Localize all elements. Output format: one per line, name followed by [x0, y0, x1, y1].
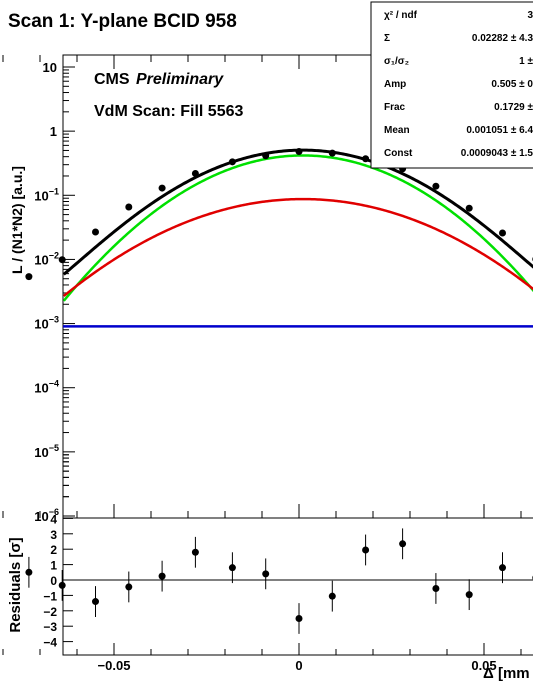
stats-box — [370, 1, 533, 169]
residual-data-point — [465, 591, 473, 599]
main-data-points — [25, 148, 533, 281]
residual-data-point — [362, 546, 370, 554]
main-y-tick-label: 10−2 — [34, 250, 59, 267]
stats-label: Mean — [384, 125, 410, 136]
stats-value: 1 ± — [519, 56, 533, 67]
main-y-tick-label: 10−5 — [34, 443, 59, 460]
stats-value: 3 — [527, 10, 533, 21]
fit-curves — [62, 148, 533, 328]
main-x-axis — [2, 55, 522, 518]
residual-x-tick-label: 0.05 — [471, 658, 496, 673]
stats-box-rows: χ² / ndf 3 Σ 0.02282 ± 4.3 σ₁/σ₂ 1 ± Amp 0.505 … — [384, 10, 533, 159]
residual-data-point — [92, 598, 99, 606]
main-data-point — [295, 148, 303, 156]
main-data-point — [328, 149, 336, 157]
residual-y-tick-label: 0 — [50, 574, 57, 588]
main-y-tick-label: 10−4 — [34, 379, 59, 396]
main-data-point — [228, 158, 236, 166]
total-fit-curve — [62, 148, 533, 276]
stats-value: 0.505 ± 0 — [491, 79, 533, 90]
cms-label: CMS — [94, 71, 130, 88]
main-y-tick-label: 10−3 — [34, 315, 59, 332]
stats-label: Frac — [384, 102, 406, 113]
stats-value: 0.1729 ± — [494, 102, 533, 113]
residual-y-tick-label: −2 — [43, 605, 57, 619]
residual-y-tick-label: −3 — [43, 620, 57, 634]
residual-y-axis: 4 32 10−1 −2−3 −4 — [43, 512, 73, 650]
residual-y-tick-label: 2 — [50, 543, 57, 557]
main-y-axis: 10 1 10−1 10−2 10−3 10−4 10−5 10−6 — [34, 60, 75, 524]
main-y-axis-label: L / (N1*N2) [a.u.] — [9, 166, 25, 274]
stats-value: 0.001051 ± 6.4 — [466, 125, 533, 136]
residual-data-point — [158, 572, 166, 580]
stats-value: 0.0009043 ± 1.5 — [461, 148, 533, 159]
residual-x-axis-label: Δ [mm — [483, 665, 530, 682]
main-y-tick-label: 10 — [43, 60, 57, 75]
narrow-gaussian-curve — [62, 154, 533, 302]
residual-y-tick-label: 3 — [50, 528, 57, 542]
main-data-point — [25, 273, 33, 281]
residual-data-point — [432, 584, 440, 592]
residual-data-point — [58, 581, 66, 589]
stats-label: Const — [384, 148, 413, 159]
preliminary-label: Preliminary — [136, 71, 224, 88]
residual-x-tick-label: −0.05 — [98, 658, 131, 673]
residual-data-point — [125, 583, 133, 591]
main-data-point — [262, 152, 270, 160]
stats-label: Σ — [384, 33, 390, 44]
main-y-tick-label: 1 — [50, 124, 57, 139]
main-data-point — [125, 203, 133, 211]
residual-data-point — [499, 564, 506, 572]
stats-value: 0.02282 ± 4.3 — [472, 33, 533, 44]
residual-data-point — [328, 592, 336, 600]
residual-x-tick-label: 0 — [295, 658, 302, 673]
stats-label: Amp — [384, 79, 406, 90]
main-data-point — [362, 155, 370, 163]
residual-y-tick-label: −1 — [43, 589, 57, 603]
main-data-point — [158, 184, 166, 192]
main-data-point — [92, 228, 99, 236]
chart-title: Scan 1: Y-plane BCID 958 — [8, 11, 237, 32]
stats-label: χ² / ndf — [384, 10, 418, 21]
stats-label: σ₁/σ₂ — [384, 56, 409, 67]
residual-y-axis-label: Residuals [σ] — [7, 537, 24, 632]
residual-plot-frame — [62, 517, 533, 656]
main-y-tick-label: 10−6 — [34, 507, 59, 524]
residual-data-point — [295, 615, 303, 622]
main-data-point — [432, 182, 440, 190]
main-y-tick-label: 10−1 — [34, 186, 59, 203]
residual-y-tick-label: −4 — [43, 636, 57, 650]
residual-y-tick-label: 1 — [50, 559, 57, 573]
residual-y-tick-label: 4 — [50, 512, 57, 526]
main-data-point — [191, 169, 199, 177]
residual-data-point — [399, 540, 407, 548]
fill-label: VdM Scan: Fill 5563 — [94, 103, 243, 120]
main-data-point — [58, 256, 66, 264]
residual-data-point — [228, 564, 236, 572]
main-data-point — [465, 204, 473, 212]
residual-data-points — [25, 528, 533, 634]
wide-gaussian-curve — [62, 197, 533, 297]
residual-data-point — [25, 568, 33, 576]
residual-data-point — [262, 570, 270, 578]
residual-data-point — [191, 548, 199, 556]
main-data-point — [499, 229, 506, 237]
